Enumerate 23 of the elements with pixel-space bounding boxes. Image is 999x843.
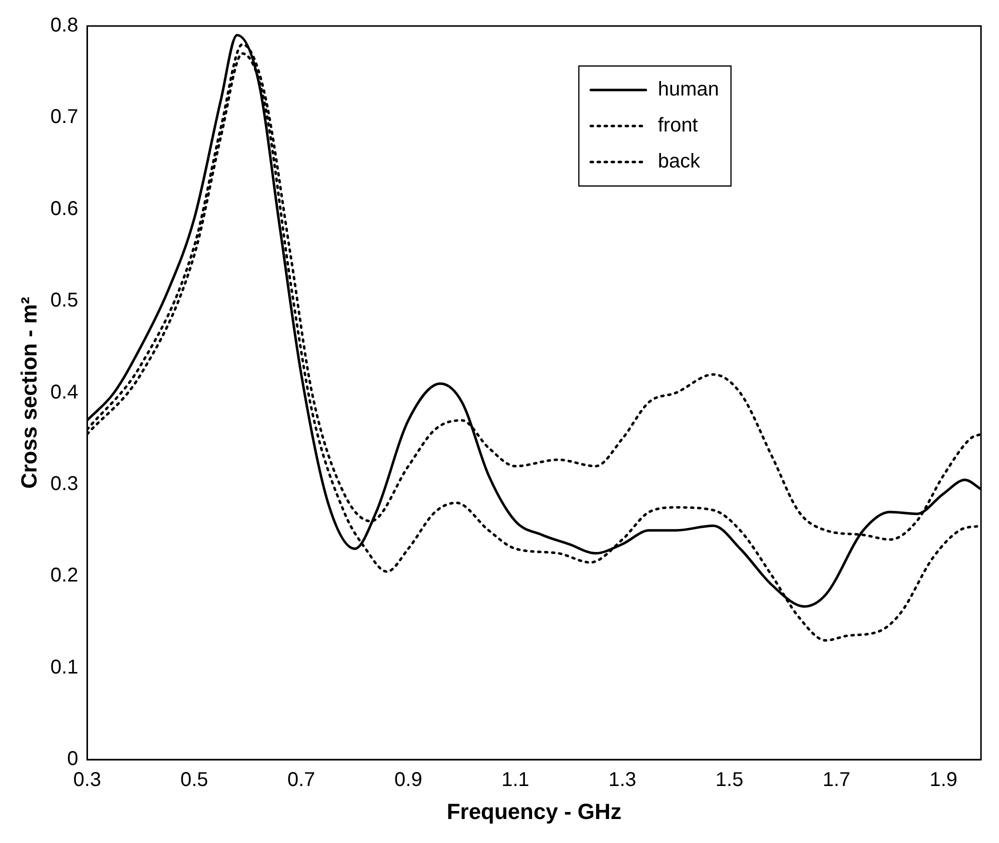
y-tick-label: 0.2 — [50, 564, 78, 587]
y-tick-label: 0.3 — [50, 473, 78, 496]
x-tick-label: 1.7 — [822, 769, 850, 792]
legend-label: human — [658, 78, 720, 101]
x-tick-label: 0.9 — [394, 769, 422, 792]
y-tick-label: 0.4 — [50, 381, 78, 404]
legend-label: back — [658, 150, 702, 173]
x-tick-label: 0.7 — [287, 769, 316, 792]
x-tick-label: 0.3 — [73, 769, 102, 792]
x-axis-title: Frequency - GHz — [446, 798, 622, 824]
y-tick-label: 0.6 — [50, 198, 78, 220]
x-tick-label: 1.5 — [716, 769, 744, 792]
x-tick-label: 1.1 — [501, 769, 530, 792]
y-tick-label: 0.8 — [50, 14, 78, 37]
x-tick-label: 1.9 — [930, 769, 958, 792]
y-tick-label: 0.7 — [50, 106, 78, 128]
y-tick-label: 0.5 — [50, 290, 78, 312]
legend-label: front — [658, 114, 698, 137]
x-tick-label: 1.3 — [608, 769, 636, 792]
x-tick-label: 0.5 — [180, 769, 208, 792]
y-tick-label: 0 — [67, 748, 78, 770]
y-tick-label: 0.1 — [50, 656, 78, 678]
y-axis-title: Cross section - m² — [16, 296, 42, 489]
